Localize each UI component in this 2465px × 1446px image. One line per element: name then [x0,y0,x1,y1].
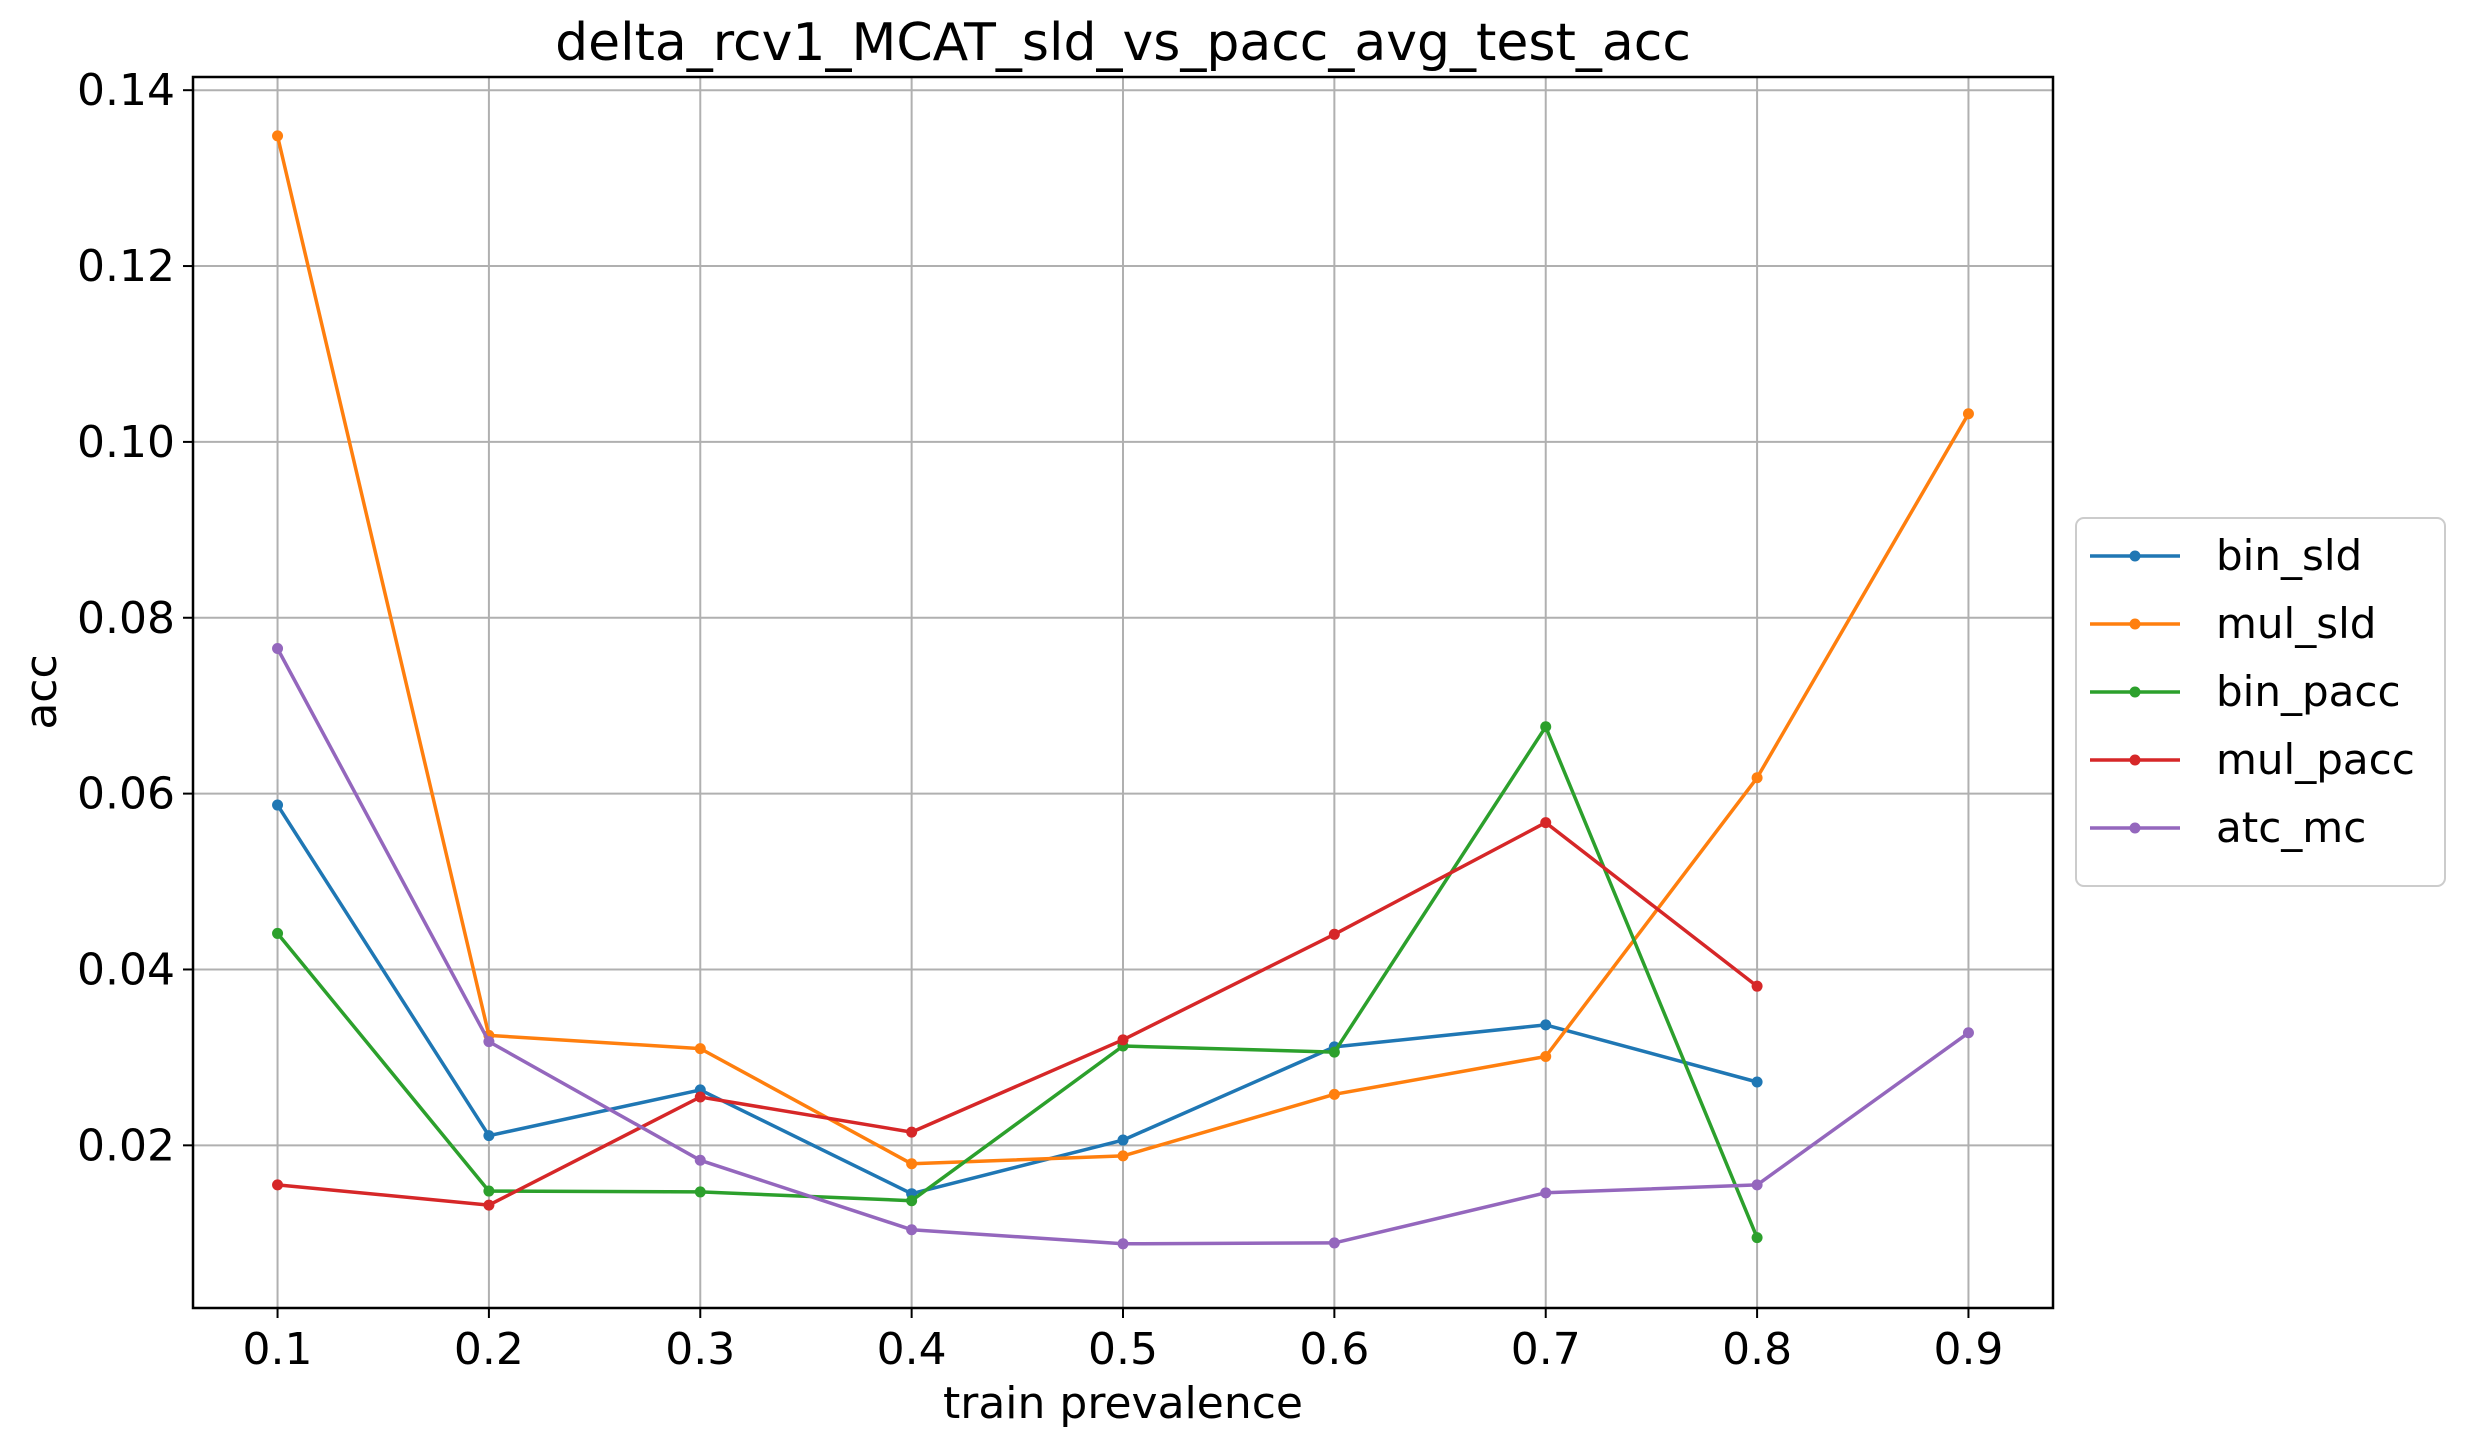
data-point [1962,1027,1974,1039]
legend-label: bin_sld [2216,531,2362,580]
legend-marker [2129,822,2141,834]
data-point [1328,1088,1340,1100]
data-point [1540,817,1552,829]
data-point [272,1179,284,1191]
legend-marker [2129,618,2141,630]
data-point [1117,1134,1129,1146]
series-line [277,820,1759,1207]
y-tick-label: 0.08 [77,593,175,644]
data-point [1751,980,1763,992]
data-point [1751,1076,1763,1088]
series-bin_pacc [272,721,1763,1244]
chart-title: delta_rcv1_MCAT_sld_vs_pacc_avg_test_acc [555,13,1691,73]
x-tick-label: 0.6 [1299,1324,1369,1375]
legend-label: atc_mc [2216,803,2366,852]
data-point [906,1126,918,1138]
x-tick-label: 0.5 [1088,1324,1158,1375]
data-point [272,799,284,811]
x-tick-label: 0.7 [1511,1324,1581,1375]
legend-marker [2129,754,2141,766]
legend-box [2075,517,2446,887]
legend-item-mul_sld: mul_sld [2090,599,2376,648]
data-point [906,1195,918,1207]
data-point [1328,1046,1340,1058]
series-line [276,725,1759,1239]
x-tick-label: 0.2 [454,1324,524,1375]
x-tick-label: 0.9 [1933,1324,2003,1375]
data-point [1540,1019,1552,1031]
data-point [483,1199,495,1211]
x-tick-label: 0.8 [1722,1324,1792,1375]
legend-item-mul_pacc: mul_pacc [2090,735,2415,784]
data-point [1751,1232,1763,1244]
data-point [272,927,284,939]
series-lines [272,130,1974,1250]
data-point [483,1036,495,1048]
legend-item-bin_pacc: bin_pacc [2090,667,2401,716]
data-point [906,1224,918,1236]
data-point [1117,1034,1129,1046]
data-point [1540,721,1552,733]
y-axis-label: acc [16,654,67,729]
data-point [1117,1238,1129,1250]
x-tick-label: 0.3 [665,1324,735,1375]
data-point [1540,1187,1552,1199]
plot-frame [191,75,2055,1310]
y-tick-label: 0.06 [77,769,175,820]
series-line [276,804,1758,1196]
y-tick-label: 0.12 [77,241,175,292]
data-point [272,643,284,655]
axis-ticks: 0.1 0.2 0.3 0.4 0.5 0.6 0.7 0.8 0.9 0.02 0.04 0.06 0… [77,65,2003,1375]
data-point [1117,1150,1129,1162]
data-point [1328,1237,1340,1249]
y-tick-label: 0.14 [77,65,175,116]
legend-marker [2129,550,2141,562]
series-atc_mc [272,643,1974,1250]
y-tick-label: 0.10 [77,417,175,468]
data-point [483,1130,495,1142]
y-tick-label: 0.04 [77,944,175,995]
legend: bin_sld mul_sld bin_pacc mul_pacc atc_mc [2075,517,2446,887]
data-point [1540,1051,1552,1063]
data-point [1962,408,1974,420]
legend-item-bin_sld: bin_sld [2090,531,2362,580]
x-tick-label: 0.1 [243,1324,313,1375]
legend-item-atc_mc: atc_mc [2090,803,2366,852]
data-point [272,130,284,142]
data-point [1751,1179,1763,1191]
x-axis-label: train prevalence [943,1378,1303,1429]
legend-label: bin_pacc [2216,667,2401,716]
grid [193,77,2053,1308]
x-tick-label: 0.4 [877,1324,947,1375]
series-bin_sld [272,799,1763,1200]
data-point [483,1185,495,1197]
data-point [1328,928,1340,940]
data-point [906,1158,918,1170]
data-point [694,1043,706,1055]
series-mul_pacc [272,817,1763,1211]
data-point [1751,772,1763,784]
y-tick-label: 0.02 [77,1120,175,1171]
legend-label: mul_pacc [2216,735,2415,784]
data-point [694,1091,706,1103]
data-point [694,1154,706,1166]
data-point [694,1186,706,1198]
legend-label: mul_sld [2216,599,2376,648]
legend-marker [2129,686,2141,698]
